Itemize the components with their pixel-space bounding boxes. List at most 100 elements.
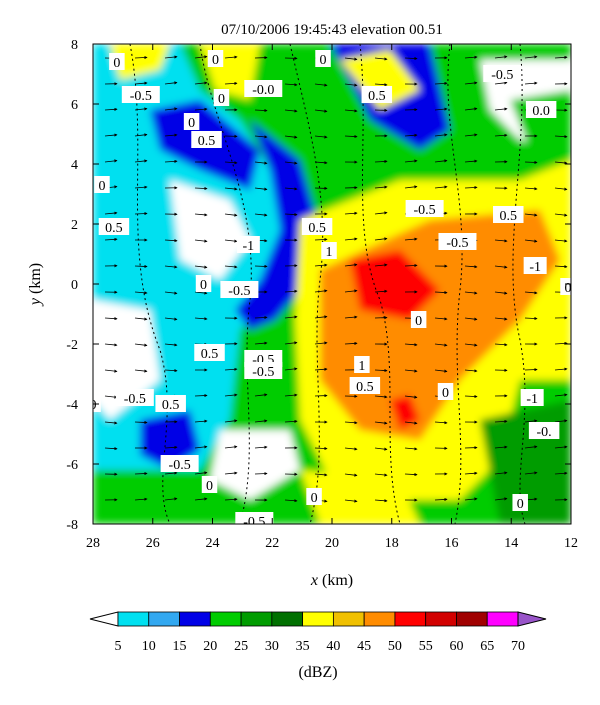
contour-label: 0 [517, 497, 524, 512]
wind-vector-arrow [404, 263, 418, 268]
wind-vector-arrow [164, 369, 178, 373]
wind-vector-arrow [524, 239, 538, 243]
wind-vector-arrow [194, 393, 208, 398]
contour-label: 0.5 [162, 398, 180, 413]
wind-vector-arrow [314, 341, 328, 345]
contour-line [199, 44, 252, 524]
wind-vector-arrow [494, 343, 508, 347]
colorbar-tick-label: 55 [419, 639, 433, 654]
y-tick-label: -6 [66, 458, 78, 473]
wind-vector-arrow [284, 83, 298, 87]
contour-label-box [321, 242, 337, 259]
contour-label: 0.5 [105, 221, 123, 236]
contour-label: 0 [212, 53, 219, 68]
contour-label-box [121, 86, 160, 103]
contour-label: 0 [442, 386, 449, 401]
wind-vector-arrow [404, 395, 418, 399]
wind-vector-arrow [134, 159, 148, 163]
wind-vector-arrow [404, 369, 418, 373]
wind-vector-arrow [554, 445, 568, 449]
contour-label: 0 [113, 56, 120, 71]
wind-vector-arrow [284, 341, 298, 345]
wind-vector-arrow [344, 237, 358, 241]
contour-label-box [315, 50, 331, 67]
y-axis-variable: y [27, 297, 44, 307]
contour-label: 0 [206, 479, 213, 494]
contour-label-box [483, 65, 522, 82]
wind-vector-arrow [464, 343, 478, 347]
wind-vector-arrow [554, 135, 568, 139]
colorbar-swatch [209, 611, 242, 627]
chart-title: 07/10/2006 19:45:43 elevation 00.51 [221, 22, 443, 38]
contour-label: -1 [526, 392, 538, 407]
colorbar-swatch [148, 611, 180, 627]
wind-vector-arrow [164, 291, 178, 295]
contour-label: 0.5 [368, 89, 386, 104]
contour-label: -0.0 [252, 83, 274, 98]
wind-vector-arrow [524, 445, 538, 449]
field-red-core [350, 250, 440, 320]
wind-vector-arrow [404, 447, 418, 451]
wind-vector-arrow [494, 239, 508, 243]
wind-vector-arrow [254, 472, 268, 476]
wind-vector-arrow [434, 369, 448, 373]
wind-vector-arrow [284, 499, 298, 503]
wind-vector-arrow [194, 471, 208, 475]
wind-vector-arrow [284, 109, 298, 113]
wind-vector-arrow [524, 316, 538, 321]
contour-label-box [437, 383, 454, 400]
wind-vector-arrow [494, 471, 508, 475]
wind-vector-arrow [254, 445, 268, 449]
colorbar-swatch [302, 611, 334, 627]
wind-vector-arrow [194, 81, 208, 85]
wind-vector-arrow [194, 186, 208, 191]
contour-label: -0.5 [414, 203, 436, 218]
wind-vector-arrow [464, 55, 478, 59]
contour-label: -0.5 [124, 392, 146, 407]
wind-vector-arrow [494, 81, 508, 85]
contour-label: 0 [200, 278, 207, 293]
wind-vector-arrow [434, 497, 448, 502]
x-axis-variable: x [310, 572, 318, 589]
wind-vector-arrow [134, 317, 148, 321]
wind-vectors [104, 55, 568, 503]
contour-label-box [236, 236, 260, 253]
y-tick-label: 4 [71, 158, 78, 173]
contour-label: 0 [415, 314, 422, 329]
wind-vector-arrow [314, 83, 328, 87]
colorbar-tick-label: 35 [296, 639, 310, 654]
wind-vector-arrow [284, 212, 298, 217]
x-tick-label: 16 [445, 536, 459, 551]
colorbar-tick-label: 70 [511, 639, 525, 654]
x-axis-ticks: 28 26 24 22 20 18 16 14 12 [86, 44, 578, 551]
contour-label: -0.5 [491, 68, 513, 83]
wind-vector-arrow [164, 159, 178, 164]
wind-vector-arrow [254, 135, 268, 139]
wind-vector-arrow [494, 133, 508, 137]
contour-label: 0 [188, 116, 195, 131]
contour-label-box [528, 422, 560, 439]
wind-vector-arrow [374, 395, 388, 399]
wind-vector-arrow [554, 419, 568, 423]
wind-vector-arrow [224, 187, 238, 191]
wind-vector-arrow [164, 471, 178, 475]
contour-label: 0.5 [356, 380, 374, 395]
contour-label-box [410, 311, 427, 328]
wind-vector-arrow [104, 343, 118, 347]
wind-vector-arrow [554, 55, 568, 59]
wind-vector-arrow [434, 81, 448, 86]
wind-vector-arrow [254, 108, 268, 113]
y-axis-unit: (km) [27, 263, 44, 294]
contour-line [447, 44, 463, 524]
wind-vector-arrow [164, 317, 178, 321]
wind-vector-arrow [134, 185, 148, 189]
wind-vector-arrow [344, 134, 358, 139]
y-tick-label: -8 [66, 518, 78, 533]
wind-vector-arrow [284, 135, 298, 139]
wind-vector-arrow [134, 420, 148, 425]
wind-vector-arrow [464, 317, 478, 321]
contour-label-box [354, 356, 370, 373]
contour-label-box [349, 377, 381, 394]
wind-vector-arrow [374, 237, 388, 241]
